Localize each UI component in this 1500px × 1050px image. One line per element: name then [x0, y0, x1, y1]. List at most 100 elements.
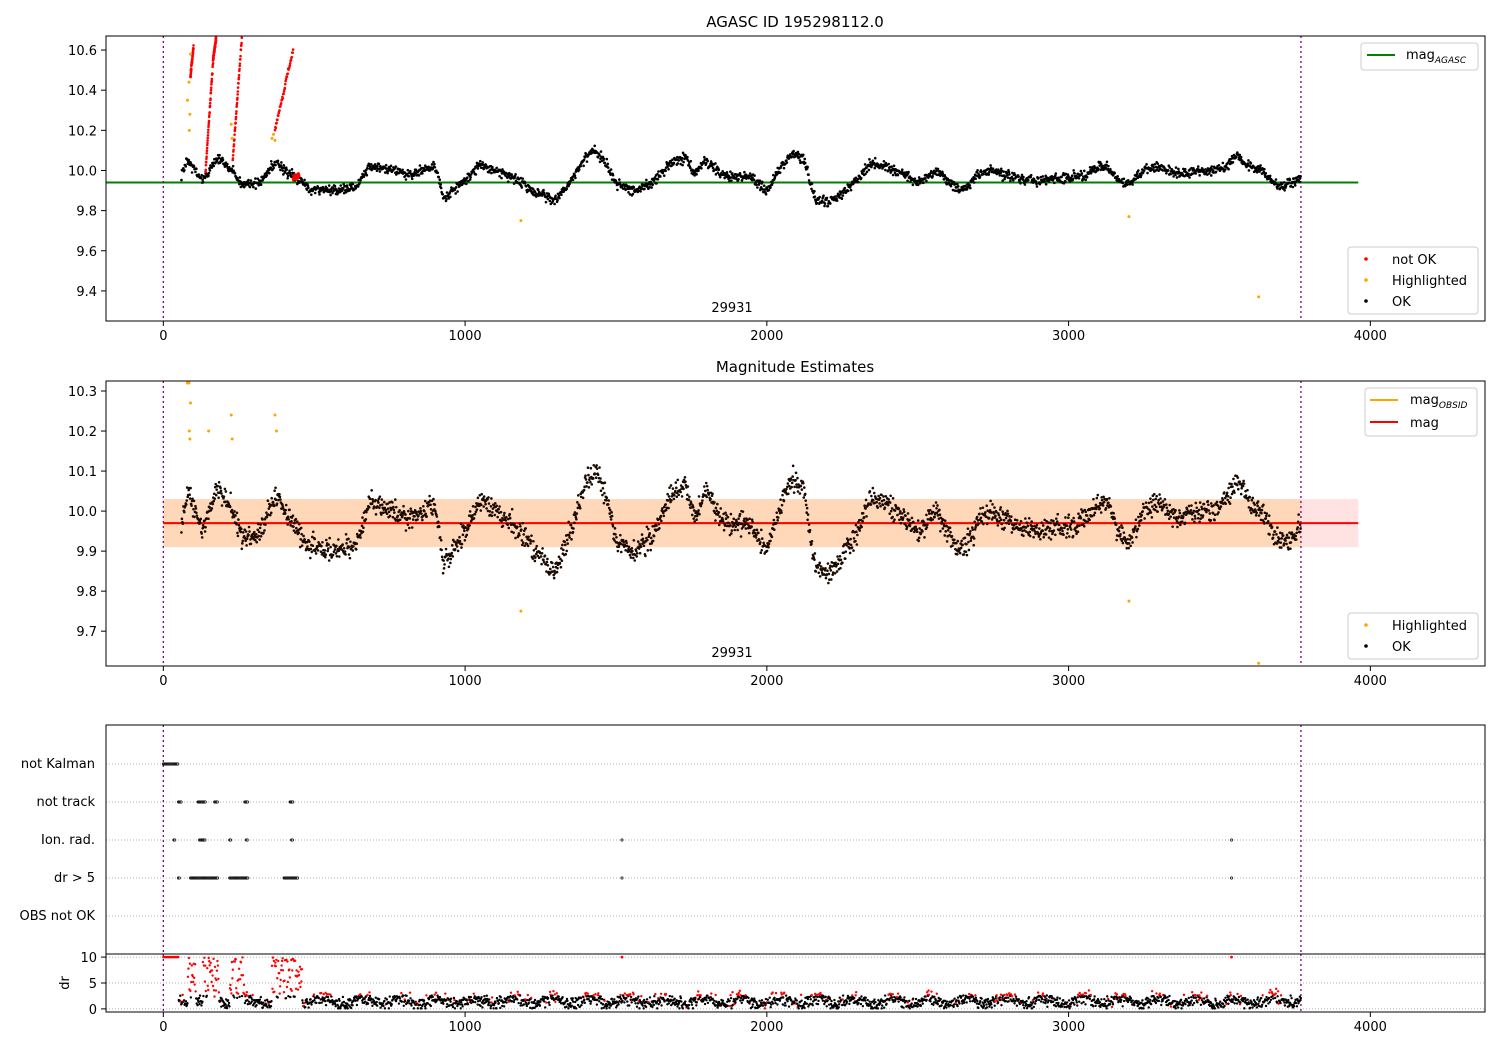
ok-point [1264, 171, 1268, 175]
ok-point [224, 490, 228, 493]
ok-point [387, 510, 391, 514]
ok-point [365, 173, 369, 177]
ok-point [337, 538, 340, 541]
ok-point [806, 513, 810, 516]
ok-point [219, 486, 222, 490]
ok-point [1255, 511, 1258, 515]
ok-point [582, 164, 585, 168]
ok-point [449, 561, 452, 565]
ok-point [1071, 534, 1075, 538]
ok-point [1251, 496, 1255, 500]
ok-point [865, 166, 868, 170]
ok-point [752, 178, 756, 182]
not-ok-point [240, 43, 243, 47]
ok-point [884, 161, 888, 165]
ok-point [375, 169, 379, 173]
ok-point [1126, 537, 1130, 541]
ok-point [1043, 180, 1046, 183]
ok-point [203, 519, 206, 522]
ok-point [273, 489, 276, 492]
ok-point [751, 520, 754, 524]
ok-point [1271, 536, 1275, 540]
ok-point [1244, 489, 1247, 493]
ok-point [917, 176, 921, 179]
ok-point [433, 503, 437, 506]
ok-point [1169, 515, 1172, 518]
not-ok-point [291, 51, 294, 54]
not-ok-points [189, 36, 301, 182]
ok-point [639, 545, 643, 549]
ok-point [584, 474, 587, 477]
ok-point [738, 512, 742, 516]
ok-point [564, 552, 568, 556]
not-ok-point [192, 47, 195, 50]
ok-point [393, 511, 396, 514]
ok-point [1227, 167, 1230, 171]
not-ok-point [240, 36, 244, 39]
ok-point [730, 179, 733, 182]
ok-point [791, 475, 794, 478]
ok-point [442, 559, 445, 562]
highlighted-point [188, 112, 192, 116]
ok-point [579, 164, 583, 168]
ok-point [1072, 516, 1075, 520]
ok-point [247, 178, 250, 182]
ok-point [613, 527, 617, 530]
ok-point [621, 543, 625, 546]
ok-point [944, 530, 948, 533]
ok-point [883, 506, 887, 509]
ok-point [651, 183, 654, 187]
ok-point [432, 497, 435, 501]
ok-point [703, 485, 706, 488]
ok-point [558, 196, 561, 200]
ok-point [901, 518, 905, 521]
ok-point [371, 500, 375, 503]
ok-point [965, 188, 969, 191]
ok-point [268, 171, 271, 175]
ok-point [521, 541, 525, 545]
ok-point [603, 481, 607, 485]
ok-point [257, 534, 260, 538]
ok-point [546, 197, 550, 201]
ok-point [869, 161, 872, 164]
not-ok-point [208, 111, 211, 114]
ok-point [514, 173, 517, 176]
ok-point [422, 504, 425, 508]
ok-point [824, 576, 828, 580]
ok-point [828, 566, 832, 570]
ok-point [434, 509, 437, 513]
ok-point [1082, 524, 1086, 528]
ok-point [204, 525, 207, 529]
legend-agasc-label: magAGASC [1406, 48, 1467, 66]
ok-point [686, 159, 690, 162]
ok-point [610, 514, 614, 518]
ok-point [1030, 520, 1033, 523]
ok-point [1226, 498, 1229, 502]
ok-point [787, 484, 791, 488]
ok-point [505, 515, 508, 519]
ok-point [686, 485, 690, 488]
ok-point [1127, 546, 1130, 550]
ok-point [394, 498, 397, 501]
ok-point [912, 520, 915, 524]
ok-point [1166, 509, 1170, 513]
ok-point [1033, 530, 1037, 533]
ok-point [326, 549, 330, 553]
ok-point [973, 528, 977, 531]
ok-point [907, 170, 910, 174]
ok-point [1030, 525, 1034, 528]
ok-point [344, 553, 347, 556]
ok-point [772, 518, 776, 522]
ok-point [1042, 535, 1046, 539]
ok-point [836, 555, 839, 558]
ok-point [996, 520, 999, 523]
ok-point [945, 540, 949, 543]
ok-point [396, 514, 400, 518]
ok-point [512, 182, 516, 185]
ok-point [717, 510, 721, 514]
ok-point [721, 520, 725, 523]
not-ok-point [232, 143, 236, 146]
not-ok-point [206, 141, 209, 145]
not-ok-point [276, 118, 279, 122]
ok-point [1217, 511, 1220, 514]
